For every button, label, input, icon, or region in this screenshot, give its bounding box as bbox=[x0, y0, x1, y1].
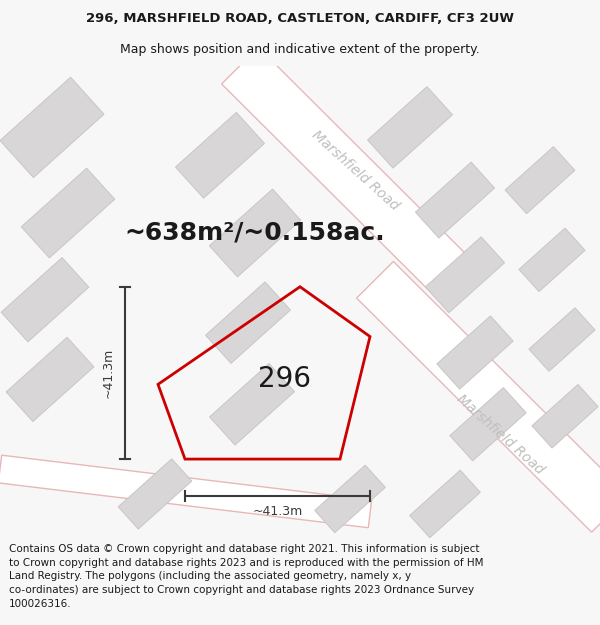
Text: Marshfield Road: Marshfield Road bbox=[309, 127, 401, 213]
Text: 296, MARSHFIELD ROAD, CASTLETON, CARDIFF, CF3 2UW: 296, MARSHFIELD ROAD, CASTLETON, CARDIFF… bbox=[86, 12, 514, 25]
Polygon shape bbox=[529, 308, 595, 371]
Text: ~638m²/~0.158ac.: ~638m²/~0.158ac. bbox=[125, 221, 385, 245]
Text: Map shows position and indicative extent of the property.: Map shows position and indicative extent… bbox=[120, 42, 480, 56]
Polygon shape bbox=[175, 112, 265, 198]
Polygon shape bbox=[425, 237, 505, 312]
Polygon shape bbox=[415, 162, 494, 238]
Text: ~41.3m: ~41.3m bbox=[253, 506, 302, 518]
Polygon shape bbox=[505, 147, 575, 214]
Polygon shape bbox=[437, 316, 513, 389]
Polygon shape bbox=[209, 364, 295, 445]
Polygon shape bbox=[532, 384, 598, 448]
Text: Marshfield Road: Marshfield Road bbox=[454, 391, 546, 477]
Polygon shape bbox=[118, 459, 192, 529]
Text: Contains OS data © Crown copyright and database right 2021. This information is : Contains OS data © Crown copyright and d… bbox=[9, 544, 484, 609]
Polygon shape bbox=[206, 282, 290, 363]
Polygon shape bbox=[221, 48, 478, 303]
Polygon shape bbox=[21, 168, 115, 258]
Text: ~41.3m: ~41.3m bbox=[101, 348, 115, 398]
Polygon shape bbox=[410, 470, 481, 538]
Text: 296: 296 bbox=[259, 366, 311, 393]
Polygon shape bbox=[519, 228, 585, 292]
Polygon shape bbox=[209, 189, 301, 277]
Polygon shape bbox=[450, 388, 526, 461]
Polygon shape bbox=[6, 338, 94, 421]
Polygon shape bbox=[314, 465, 385, 532]
Polygon shape bbox=[0, 455, 371, 528]
Polygon shape bbox=[0, 78, 104, 178]
Polygon shape bbox=[356, 261, 600, 532]
Polygon shape bbox=[368, 87, 452, 168]
Polygon shape bbox=[1, 258, 89, 342]
